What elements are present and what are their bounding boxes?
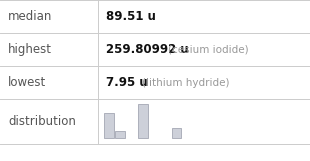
Text: (lithium hydride): (lithium hydride)	[142, 77, 229, 87]
Text: 89.51 u: 89.51 u	[106, 10, 156, 23]
Text: 7.95 u: 7.95 u	[106, 76, 148, 89]
Text: median: median	[8, 10, 52, 23]
Text: distribution: distribution	[8, 115, 76, 128]
Text: highest: highest	[8, 43, 52, 56]
Bar	[104, 113, 114, 138]
Bar	[138, 104, 148, 138]
Bar	[171, 128, 181, 138]
Text: lowest: lowest	[8, 76, 46, 89]
Text: 259.80992 u: 259.80992 u	[106, 43, 188, 56]
Bar	[115, 131, 125, 138]
Text: (cesium iodide): (cesium iodide)	[168, 44, 249, 55]
